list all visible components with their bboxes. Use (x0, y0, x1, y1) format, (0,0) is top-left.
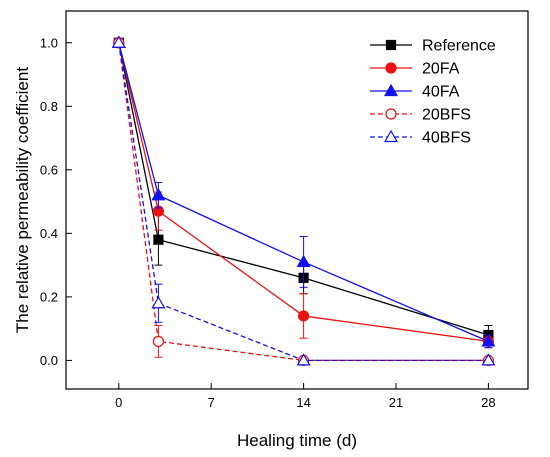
legend-marker (385, 108, 397, 120)
x-tick-label: 7 (208, 395, 215, 410)
x-tick-label: 28 (481, 395, 495, 410)
y-tick-label: 0.0 (40, 353, 58, 368)
y-tick-label: 0.2 (40, 289, 58, 304)
legend: Reference 20FA 40FA 20BFS 40BFS (370, 38, 496, 147)
legend-label: 20FA (422, 61, 460, 78)
series-40bfs (111, 35, 496, 366)
series-line (118, 42, 489, 342)
data-point (481, 353, 496, 366)
legend-marker (383, 83, 399, 97)
legend-marker (385, 62, 397, 74)
y-tick-label: 0.8 (40, 99, 58, 114)
data-point (296, 353, 311, 366)
legend-item: Reference (370, 38, 496, 55)
y-axis-title: The relative permeability coefficient (13, 67, 32, 333)
x-tick-label: 21 (389, 395, 403, 410)
x-axis-title: Healing time (d) (237, 431, 357, 450)
data-point (481, 334, 496, 347)
legend-label: 40BFS (422, 130, 471, 147)
series-line (118, 42, 489, 342)
x-tick-label: 0 (115, 395, 122, 410)
y-tick-label: 0.4 (40, 226, 58, 241)
legend-item: 40FA (370, 84, 460, 101)
y-tick-label: 1.0 (40, 35, 58, 50)
y-tick-label: 0.6 (40, 162, 58, 177)
data-point (111, 35, 126, 48)
series-line (118, 42, 489, 362)
data-point (153, 234, 164, 245)
legend-marker (383, 129, 399, 143)
y-axis: 0.0 0.2 0.4 0.6 0.8 1.0 (40, 35, 72, 368)
legend-label: Reference (422, 38, 496, 55)
legend-item: 20BFS (370, 107, 471, 124)
plot-frame (65, 10, 529, 390)
data-point (151, 296, 166, 309)
legend-item: 20FA (370, 61, 460, 78)
data-point (298, 310, 310, 322)
data-point (296, 254, 311, 268)
series-line (118, 42, 489, 336)
legend-label: 20BFS (422, 107, 471, 124)
data-point (151, 188, 166, 201)
series-line (118, 42, 489, 362)
series-layer (111, 35, 496, 367)
x-tick-label: 14 (296, 395, 310, 410)
legend-item: 40BFS (370, 130, 471, 147)
data-point (152, 335, 164, 347)
legend-label: 40FA (422, 84, 460, 101)
x-axis: 0 7 14 21 28 (115, 383, 496, 410)
legend-marker (385, 39, 397, 51)
